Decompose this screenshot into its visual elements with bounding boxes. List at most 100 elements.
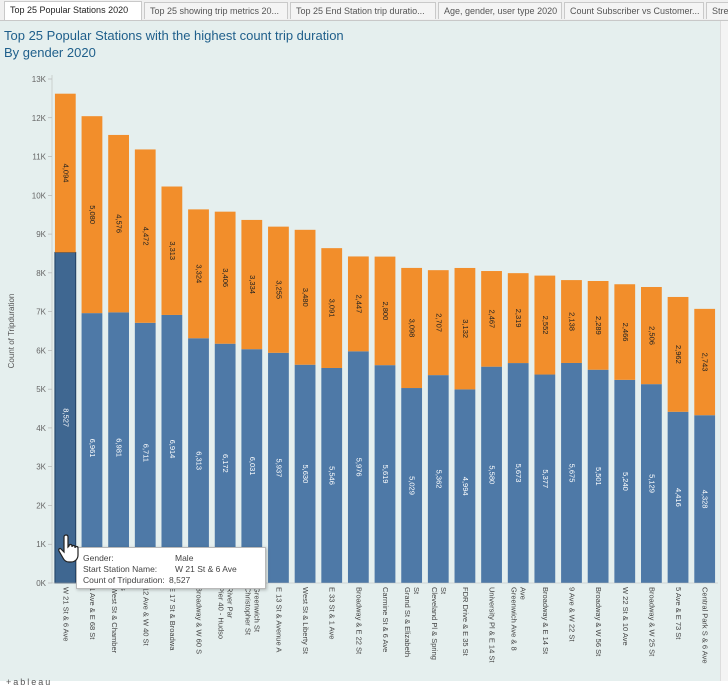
y-tick-label: 11K <box>32 153 46 162</box>
data-label-female-8: 3,334 <box>248 275 257 294</box>
data-label-male-5: 6,914 <box>168 440 177 459</box>
bar-female-4 <box>134 149 156 323</box>
bar-male-17 <box>481 366 502 583</box>
x-axis: W 21 St & 6 Ave 1 Ave & E 68 St West St & … <box>52 582 718 664</box>
y-axis-title: Count of Tripduration <box>7 294 16 369</box>
bar-female-5 <box>161 186 183 315</box>
vertical-scrollbar[interactable] <box>720 21 728 681</box>
x-tick-label-16: FDR Drive & E 35 St <box>461 587 470 657</box>
tooltip-gender-label: Gender: <box>83 553 114 563</box>
y-tick-label: 6K <box>36 346 46 355</box>
data-label-female-18: 2,319 <box>514 309 523 328</box>
bar-female-25 <box>694 308 716 416</box>
bar-male-10 <box>294 364 316 583</box>
data-label-male-15: 5,362 <box>434 470 443 489</box>
data-label-female-24: 2,962 <box>674 345 683 364</box>
data-label-female-10: 3,480 <box>301 288 310 307</box>
bar-female-13 <box>374 256 396 366</box>
x-tick-label-25: Central Park S & 6 Ave <box>701 587 710 664</box>
x-tick-label-5: E 17 St & Broadwa <box>168 587 177 651</box>
y-tick-label: 3K <box>36 463 46 472</box>
tooltip-station-label: Start Station Name: <box>83 564 158 574</box>
bar-male-13 <box>374 365 396 583</box>
x-tick-label-18: Ave <box>519 587 528 600</box>
sheet-tab-1[interactable]: Top 25 Popular Stations 2020 <box>4 1 142 20</box>
data-label-male-16: 4,994 <box>461 477 470 496</box>
data-label-male-11: 5,546 <box>328 466 337 485</box>
data-label-male-9: 5,937 <box>274 459 283 478</box>
sheet-tab-6[interactable]: Stree <box>706 2 728 19</box>
y-tick-label: 8K <box>36 269 46 278</box>
chart-title: Top 25 Popular Stations with the highest… <box>4 28 344 43</box>
data-label-female-15: 2,707 <box>434 313 443 332</box>
data-label-male-8: 6,031 <box>248 457 257 476</box>
data-label-female-20: 2,138 <box>567 312 576 331</box>
hand-cursor-icon <box>58 534 79 563</box>
x-tick-label-2: 1 Ave & E 68 St <box>88 587 97 640</box>
bar-female-20 <box>561 280 582 363</box>
bar-female-11 <box>321 248 343 368</box>
bar-female-21 <box>587 280 609 370</box>
sheet-tab-5[interactable]: Count Subscriber vs Customer... <box>564 2 704 19</box>
tooltip-count-value: 8,527 <box>169 575 191 585</box>
data-label-female-5: 3,313 <box>168 241 177 260</box>
bar-male-22 <box>614 379 636 583</box>
tooltip: Gender: Male Start Station Name: W 21 St… <box>76 547 266 589</box>
data-label-male-25: 4,328 <box>701 490 710 509</box>
data-label-female-17: 2,467 <box>488 309 497 328</box>
bar-female-15 <box>427 270 449 376</box>
x-tick-label-7: River Par <box>226 587 235 619</box>
y-tick-label: 0K <box>36 579 46 588</box>
y-tick-label: 10K <box>32 191 47 200</box>
data-label-male-22: 5,240 <box>621 472 630 491</box>
bar-female-24 <box>667 296 689 412</box>
tableau-logo: +ableau <box>6 677 53 687</box>
x-tick-label-15: Cleveland Pl & Spring <box>430 587 439 660</box>
stacked-bar-chart: Count of Tripduration 0K 1K 2K 3K 4K 5K 6K 7K 8K 9… <box>7 75 718 664</box>
y-tick-label: 13K <box>32 75 47 84</box>
y-tick-label: 12K <box>32 114 47 123</box>
x-tick-label-21: Broadway & W 56 St <box>594 587 603 657</box>
data-label-male-18: 5,673 <box>514 464 523 483</box>
data-label-male-24: 4,416 <box>674 488 683 507</box>
bar-male-21 <box>587 369 609 583</box>
sheet-tab-3[interactable]: Top 25 End Station trip duratio... <box>290 2 436 19</box>
data-label-female-2: 5,080 <box>88 205 97 224</box>
data-label-female-22: 2,466 <box>621 323 630 342</box>
data-label-female-6: 3,324 <box>195 264 204 283</box>
data-label-female-19: 2,552 <box>541 316 550 335</box>
bar-male-23 <box>641 384 662 583</box>
bar-male-11 <box>321 367 343 583</box>
bar-female-22 <box>614 284 636 380</box>
bar-male-18 <box>507 363 529 583</box>
bar-male-7 <box>214 343 236 583</box>
x-tick-label-22: W 22 St & 10 Ave <box>621 587 630 646</box>
x-tick-label-8: Christopher St <box>243 587 252 636</box>
bar-female-19 <box>534 275 556 375</box>
data-label-female-1: 4,094 <box>61 164 70 183</box>
bar-female-9 <box>268 226 289 353</box>
sheet-tab-bar: Top 25 Popular Stations 2020 Top 25 showi… <box>0 0 728 21</box>
bar-male-25 <box>694 415 716 583</box>
sheet-tab-4[interactable]: Age, gender, user type 2020 <box>438 2 562 19</box>
bar-male-24 <box>667 411 689 583</box>
y-tick-label: 7K <box>36 308 46 317</box>
x-tick-label-15: St <box>439 587 448 595</box>
data-label-female-9: 3,255 <box>274 280 283 299</box>
x-tick-label-17: University Pl & E 14 St <box>488 587 497 663</box>
data-label-female-7: 3,406 <box>221 268 230 287</box>
x-tick-label-1: W 21 St & 6 Ave <box>61 587 70 641</box>
y-axis: Count of Tripduration 0K 1K 2K 3K 4K 5K 6K 7K 8K 9… <box>7 75 53 588</box>
bar-female-12 <box>347 256 369 352</box>
data-label-female-25: 2,743 <box>701 353 710 372</box>
data-label-female-21: 2,289 <box>594 316 603 335</box>
bar-female-1 <box>54 93 76 253</box>
sheet-tab-2[interactable]: Top 25 showing trip metrics 20... <box>144 2 288 19</box>
x-tick-label-14: Grand St & Elizabeth <box>403 587 412 657</box>
y-tick-label: 9K <box>36 230 46 239</box>
bar-female-10 <box>294 229 316 365</box>
data-label-male-20: 5,675 <box>567 464 576 483</box>
bar-male-9 <box>268 352 289 583</box>
x-tick-label-4: 12 Ave & W 40 St <box>141 587 150 647</box>
bar-male-6 <box>188 338 209 583</box>
